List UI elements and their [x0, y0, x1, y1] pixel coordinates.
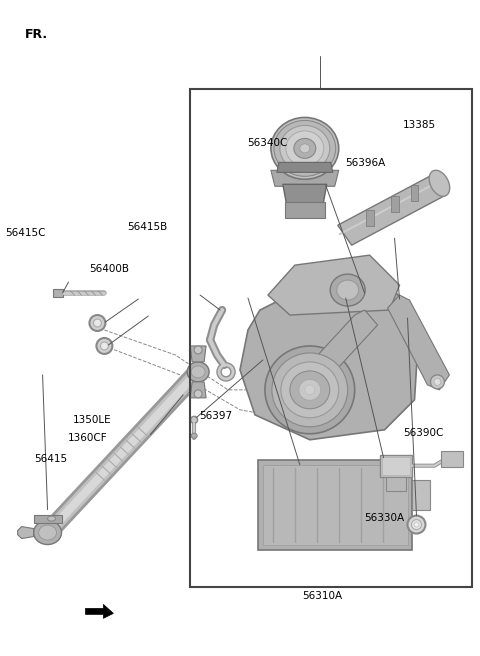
Ellipse shape: [336, 280, 359, 300]
Text: 56310A: 56310A: [302, 592, 342, 602]
Text: 1360CF: 1360CF: [68, 433, 108, 443]
Ellipse shape: [305, 385, 315, 395]
Ellipse shape: [281, 362, 339, 418]
Text: 56415B: 56415B: [128, 222, 168, 232]
Ellipse shape: [434, 379, 441, 385]
Polygon shape: [277, 162, 333, 173]
Ellipse shape: [48, 516, 56, 521]
Ellipse shape: [265, 346, 355, 434]
Bar: [263, 464, 408, 544]
Polygon shape: [34, 514, 61, 523]
Bar: [412, 480, 431, 510]
Bar: [52, 289, 62, 297]
Ellipse shape: [290, 371, 330, 409]
Ellipse shape: [271, 117, 339, 179]
Bar: [190, 89, 472, 586]
Polygon shape: [271, 171, 339, 186]
Ellipse shape: [100, 342, 108, 350]
Polygon shape: [190, 346, 206, 362]
Bar: [258, 460, 412, 550]
Ellipse shape: [34, 521, 61, 544]
Polygon shape: [268, 255, 399, 315]
Text: 56415: 56415: [34, 454, 67, 464]
Ellipse shape: [294, 138, 316, 158]
Polygon shape: [391, 196, 398, 213]
Text: FR.: FR.: [24, 28, 48, 41]
Ellipse shape: [411, 520, 421, 529]
Polygon shape: [190, 382, 206, 398]
Text: 1350LE: 1350LE: [72, 415, 111, 424]
Ellipse shape: [408, 516, 425, 533]
Ellipse shape: [286, 131, 324, 166]
Text: 56397: 56397: [199, 411, 232, 421]
Text: 56400B: 56400B: [89, 264, 129, 274]
Ellipse shape: [94, 319, 101, 327]
Ellipse shape: [191, 366, 205, 378]
Ellipse shape: [96, 338, 112, 354]
Ellipse shape: [330, 274, 365, 306]
Polygon shape: [366, 211, 373, 226]
Text: 56330A: 56330A: [364, 513, 405, 523]
Ellipse shape: [274, 121, 336, 176]
Polygon shape: [283, 184, 327, 206]
Ellipse shape: [191, 433, 197, 438]
Bar: [382, 457, 409, 475]
Polygon shape: [295, 310, 378, 395]
Bar: [285, 202, 325, 218]
Bar: [380, 455, 411, 477]
Bar: [442, 451, 463, 466]
Ellipse shape: [272, 353, 348, 427]
Ellipse shape: [194, 346, 202, 354]
Ellipse shape: [431, 375, 444, 389]
Text: 56390C: 56390C: [403, 428, 443, 438]
Ellipse shape: [187, 362, 209, 382]
Ellipse shape: [299, 379, 321, 400]
Polygon shape: [410, 185, 419, 201]
Ellipse shape: [89, 315, 106, 331]
Text: 56415C: 56415C: [5, 228, 46, 238]
Text: 56340C: 56340C: [247, 138, 288, 148]
Ellipse shape: [194, 390, 202, 398]
Polygon shape: [240, 280, 420, 440]
Polygon shape: [18, 527, 34, 539]
Text: 13385: 13385: [403, 120, 436, 130]
Ellipse shape: [38, 525, 57, 540]
Bar: [385, 477, 406, 491]
Polygon shape: [387, 295, 449, 390]
Ellipse shape: [280, 125, 330, 171]
Ellipse shape: [414, 522, 419, 527]
Text: 56396A: 56396A: [345, 158, 385, 168]
Ellipse shape: [429, 171, 450, 196]
Polygon shape: [85, 604, 113, 619]
Ellipse shape: [191, 417, 198, 423]
Polygon shape: [338, 175, 445, 245]
Ellipse shape: [300, 144, 310, 153]
